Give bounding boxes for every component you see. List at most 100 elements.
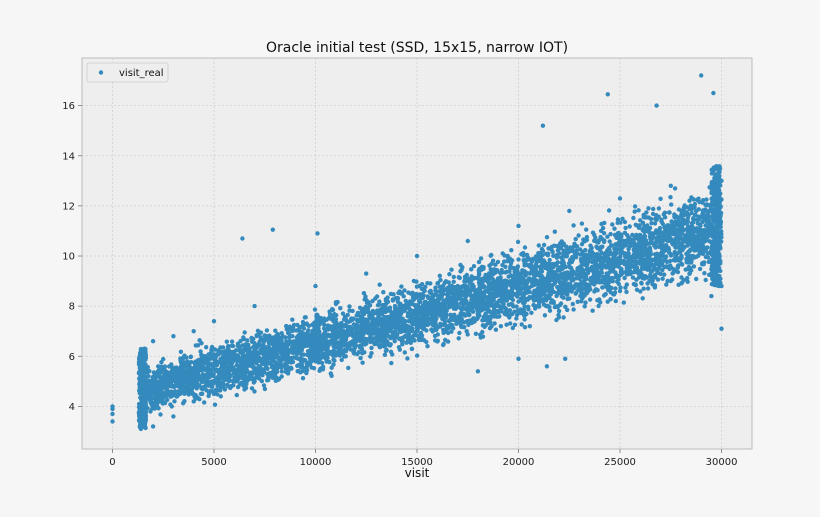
data-point [430,298,435,303]
data-point [157,374,162,379]
data-point [385,295,390,300]
data-point [432,333,438,339]
data-point [599,258,604,263]
data-point [421,338,427,343]
data-point [358,355,363,361]
data-point [563,264,568,270]
data-point [363,307,368,313]
data-point [587,277,593,282]
data-point [479,276,484,282]
data-point [689,210,694,216]
data-point [652,221,658,226]
data-point [438,277,443,283]
data-point [677,245,682,250]
data-point [296,368,301,374]
data-point [198,349,203,354]
data-point [454,321,459,326]
data-point [435,339,440,344]
data-point [571,223,576,228]
data-point [526,255,531,261]
data-point [582,304,587,309]
data-point [241,335,246,340]
data-point [369,351,374,356]
data-point [664,242,669,248]
data-point [188,354,194,359]
data-point [304,361,309,366]
data-point [580,273,585,279]
data-point [260,373,265,378]
scatter-points [110,73,724,432]
data-point [241,379,247,385]
data-point [585,270,591,276]
data-point [540,248,546,253]
data-point [663,258,668,263]
data-point [672,186,678,191]
data-point [470,283,475,289]
data-point [633,267,638,272]
data-point [626,236,632,241]
data-point [634,287,640,292]
data-point [164,385,169,390]
data-point [314,312,319,317]
data-point [422,288,427,293]
data-point [616,277,621,282]
data-point [521,312,527,318]
data-point [377,299,382,304]
data-point [406,305,411,310]
data-point [300,357,305,362]
data-point [504,269,509,274]
data-point [495,259,501,265]
data-point [388,349,394,354]
data-point [375,338,380,343]
data-point [384,301,389,306]
data-point [561,260,566,265]
data-point [615,217,621,222]
data-point [220,345,226,350]
data-point [608,243,614,248]
data-point [631,248,637,253]
data-point [386,342,392,348]
data-point [492,321,497,326]
data-point [382,309,387,314]
data-point [487,326,493,331]
data-point [630,275,636,280]
data-point [508,279,513,284]
data-point [432,323,437,328]
data-point [510,297,516,303]
data-point [438,321,443,327]
data-point [226,378,232,383]
data-point [474,316,480,322]
data-point [156,368,161,373]
data-point [379,323,384,329]
data-point [442,319,447,324]
data-point [251,350,256,355]
data-point [464,272,469,278]
data-point [610,222,615,227]
data-point [333,300,339,305]
data-point [573,271,578,277]
data-point [482,324,487,329]
data-point [152,406,157,411]
data-point [169,404,174,409]
data-point [691,217,696,222]
data-point [659,253,664,259]
data-point [669,230,674,235]
data-point [452,284,457,290]
data-point [702,271,707,276]
data-point [302,315,308,320]
data-point [364,300,370,306]
data-point [158,395,163,400]
data-point [370,308,376,314]
data-point [500,262,505,268]
data-point [664,254,669,259]
data-point [270,359,276,364]
data-point [660,276,665,281]
data-point [344,342,350,347]
data-point [694,276,699,282]
data-point [647,230,652,235]
data-point [192,378,197,383]
data-point [443,337,448,343]
data-point [205,369,210,374]
data-point [412,310,417,315]
data-point [338,329,344,334]
